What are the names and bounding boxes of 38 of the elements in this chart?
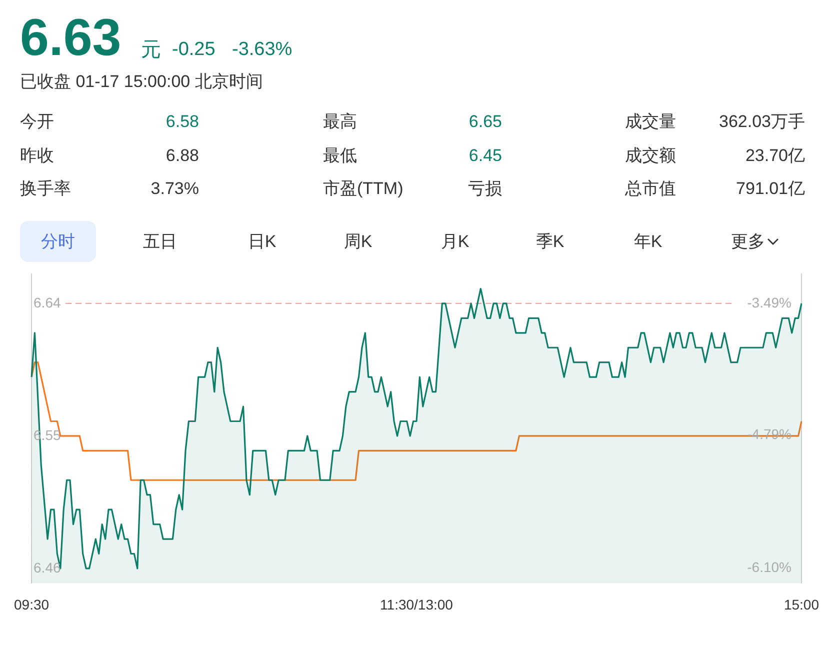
text: 月K (440, 232, 470, 251)
x-tick-label: 11:30/13:00 (380, 596, 454, 612)
text: 今开 (20, 112, 54, 131)
x-tick-label: 15:00 (784, 596, 820, 612)
text: 6.63 (20, 9, 122, 67)
text: 昨收 (20, 146, 54, 165)
text: 日K (248, 232, 276, 251)
text: 已收盘 01-17 15:00:00 北京时间 (20, 72, 263, 91)
text: 周K (344, 232, 372, 251)
text: -0.25 (172, 39, 216, 60)
text: 更多 (731, 232, 765, 251)
text: 分时 (41, 232, 75, 251)
text: 最低 (323, 146, 357, 165)
text: 3.73% (150, 179, 199, 198)
y-tick-label: 6.64 (34, 294, 61, 310)
text: 年K (634, 232, 662, 251)
text: 23.70亿 (745, 146, 805, 165)
text: 6.65 (468, 112, 502, 131)
y-tick-label: 6.46 (34, 559, 61, 576)
text: 6.45 (468, 146, 502, 165)
text: 791.01亿 (736, 179, 805, 198)
text: -3.63% (232, 39, 292, 60)
text: 362.03万手 (719, 112, 805, 131)
text: 成交量 (625, 112, 676, 131)
text: 换手率 (20, 179, 71, 198)
text: 元 (141, 39, 161, 61)
text: 亏损 (468, 179, 502, 198)
text: 五日 (143, 232, 177, 251)
text: 成交额 (625, 146, 676, 165)
text: 6.58 (166, 112, 199, 131)
x-tick-label: 09:30 (14, 596, 50, 612)
y2-tick-label: -6.10% (747, 558, 792, 575)
text: 季K (536, 232, 564, 251)
text: 最高 (323, 112, 357, 131)
text: 总市值 (625, 179, 676, 198)
text: 6.88 (166, 146, 199, 165)
text: 市盈(TTM) (323, 179, 404, 198)
y2-tick-label: -3.49% (747, 294, 792, 310)
